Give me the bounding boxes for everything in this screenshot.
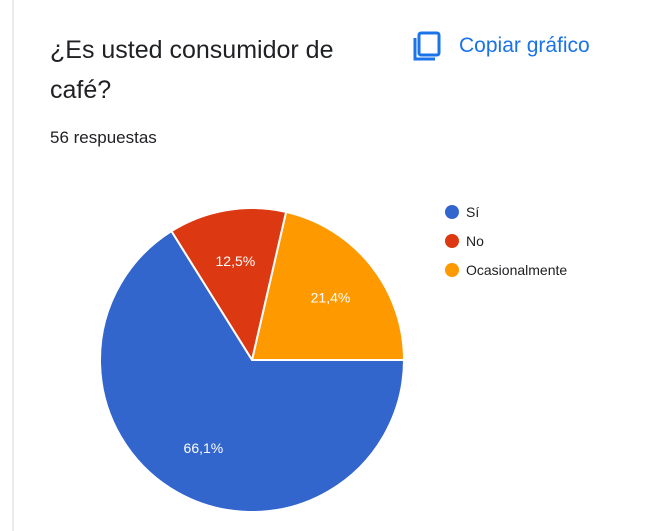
slice-label-2: 21,4% xyxy=(311,290,351,306)
legend-label-2: Ocasionalmente xyxy=(466,262,567,278)
copy-icon xyxy=(413,31,441,61)
left-divider xyxy=(12,0,14,531)
question-title: ¿Es usted consumidor de café? xyxy=(50,36,334,104)
copy-chart-button[interactable]: Copiar gráfico xyxy=(410,28,590,64)
legend-label-1: No xyxy=(466,233,484,249)
copy-chart-label: Copiar gráfico xyxy=(459,34,590,57)
legend-swatch-2 xyxy=(445,263,459,277)
slice-label-0: 66,1% xyxy=(184,440,224,456)
pie-slice-1[interactable] xyxy=(169,207,288,363)
legend-swatch-0 xyxy=(445,205,459,219)
pie-slice-0[interactable] xyxy=(99,229,406,513)
slice-label-1: 12,5% xyxy=(216,253,256,269)
legend-swatch-1 xyxy=(445,234,459,248)
legend-label-0: Sí xyxy=(466,204,479,220)
pie-slice-2[interactable] xyxy=(250,210,406,361)
response-count: 56 respuestas xyxy=(50,128,157,147)
